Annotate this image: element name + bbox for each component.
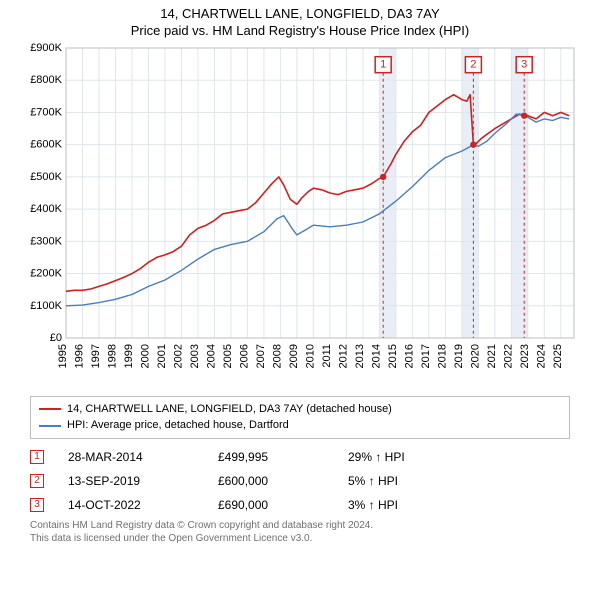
x-tick-label: 1995: [57, 344, 69, 368]
y-tick-label: £700K: [30, 106, 62, 118]
footer-line1: Contains HM Land Registry data © Crown c…: [30, 519, 570, 532]
sale-price: £690,000: [218, 498, 348, 512]
x-tick-label: 1996: [73, 344, 85, 368]
x-tick-label: 2001: [156, 344, 168, 368]
sale-marker-number: 3: [521, 59, 527, 71]
x-tick-label: 2021: [486, 344, 498, 368]
y-tick-label: £800K: [30, 74, 62, 86]
y-tick-label: £0: [50, 332, 62, 344]
legend-swatch: [39, 408, 61, 410]
x-tick-label: 2010: [304, 344, 316, 368]
x-tick-label: 1997: [90, 344, 102, 368]
y-tick-label: £300K: [30, 235, 62, 247]
sale-marker-number: 1: [380, 59, 386, 71]
y-tick-label: £500K: [30, 171, 62, 183]
sale-marker-number: 2: [470, 59, 476, 71]
sale-row-marker: 2: [30, 474, 44, 488]
x-tick-label: 2018: [436, 344, 448, 368]
x-tick-label: 2011: [321, 344, 333, 368]
x-tick-label: 2004: [205, 344, 217, 368]
x-tick-label: 2013: [354, 344, 366, 368]
x-tick-label: 1998: [106, 344, 118, 368]
y-tick-label: £600K: [30, 139, 62, 151]
x-tick-label: 2002: [172, 344, 184, 368]
chart-area: £0 £100K £200K £300K £400K £500K £600K £700K £80…: [20, 42, 580, 392]
sale-point: [521, 112, 527, 118]
x-tick-label: 2006: [238, 344, 250, 368]
x-tick-label: 2025: [552, 344, 564, 368]
x-tick-label: 2015: [387, 344, 399, 368]
legend-swatch: [39, 425, 61, 427]
chart-title-line1: 14, CHARTWELL LANE, LONGFIELD, DA3 7AY: [0, 0, 600, 23]
sale-price: £499,995: [218, 450, 348, 464]
x-tick-label: 2000: [139, 344, 151, 368]
legend-row: 14, CHARTWELL LANE, LONGFIELD, DA3 7AY (…: [39, 401, 561, 418]
footer-line2: This data is licensed under the Open Gov…: [30, 532, 570, 545]
sale-row-marker: 3: [30, 498, 44, 512]
legend: 14, CHARTWELL LANE, LONGFIELD, DA3 7AY (…: [30, 396, 570, 439]
sale-row: 3 14-OCT-2022£690,0003% ↑ HPI: [30, 493, 570, 517]
x-tick-label: 2003: [189, 344, 201, 368]
x-tick-label: 2012: [337, 344, 349, 368]
sales-table: 1 28-MAR-2014£499,99529% ↑ HPI 2 13-SEP-201…: [30, 445, 570, 517]
x-tick-label: 2017: [420, 344, 432, 368]
x-tick-label: 2007: [255, 344, 267, 368]
y-tick-label: £400K: [30, 203, 62, 215]
line-chart-svg: £0 £100K £200K £300K £400K £500K £600K £700K £80…: [20, 42, 580, 392]
legend-label: 14, CHARTWELL LANE, LONGFIELD, DA3 7AY (…: [67, 401, 392, 418]
year-band: [511, 48, 527, 338]
x-tick-label: 2008: [271, 344, 283, 368]
sale-rel-hpi: 3% ↑ HPI: [348, 498, 478, 512]
x-tick-label: 2020: [469, 344, 481, 368]
x-tick-label: 2005: [222, 344, 234, 368]
chart-title-line2: Price paid vs. HM Land Registry's House …: [0, 23, 600, 42]
x-tick-label: 2023: [519, 344, 531, 368]
page-root: 14, CHARTWELL LANE, LONGFIELD, DA3 7AY P…: [0, 0, 600, 590]
sale-row: 1 28-MAR-2014£499,99529% ↑ HPI: [30, 445, 570, 469]
sale-point: [380, 174, 386, 180]
x-tick-label: 2019: [453, 344, 465, 368]
sale-point: [470, 141, 476, 147]
year-band: [462, 48, 478, 338]
sale-rel-hpi: 5% ↑ HPI: [348, 474, 478, 488]
data-attribution: Contains HM Land Registry data © Crown c…: [30, 519, 570, 545]
sale-row-marker: 1: [30, 450, 44, 464]
sale-date: 14-OCT-2022: [68, 498, 218, 512]
sale-date: 28-MAR-2014: [68, 450, 218, 464]
x-tick-label: 2009: [288, 344, 300, 368]
sale-date: 13-SEP-2019: [68, 474, 218, 488]
x-tick-label: 2024: [535, 344, 547, 368]
sale-row: 2 13-SEP-2019£600,0005% ↑ HPI: [30, 469, 570, 493]
sale-rel-hpi: 29% ↑ HPI: [348, 450, 478, 464]
sale-price: £600,000: [218, 474, 348, 488]
y-tick-label: £100K: [30, 300, 62, 312]
y-tick-label: £200K: [30, 267, 62, 279]
year-band: [379, 48, 395, 338]
x-tick-label: 2016: [403, 344, 415, 368]
x-tick-label: 2022: [502, 344, 514, 368]
legend-label: HPI: Average price, detached house, Dart…: [67, 417, 289, 434]
x-tick-label: 1999: [123, 344, 135, 368]
x-tick-label: 2014: [370, 344, 382, 368]
legend-row: HPI: Average price, detached house, Dart…: [39, 417, 561, 434]
y-tick-label: £900K: [30, 42, 62, 54]
